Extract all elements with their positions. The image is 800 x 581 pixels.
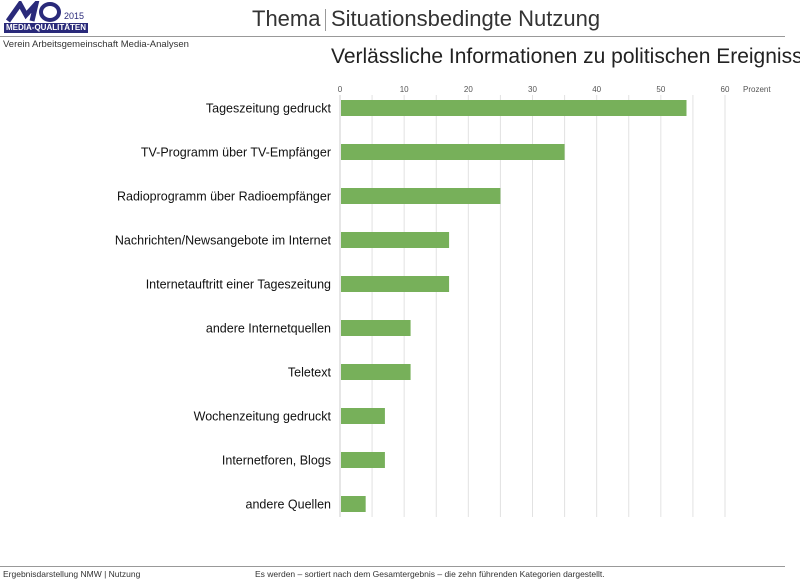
section-label: Thema [252,6,321,31]
bar [341,364,411,380]
category-label: Internetforen, Blogs [222,454,331,468]
organization: Verein Arbeitsgemeinschaft Media-Analyse… [3,39,189,50]
footer-left: Ergebnisdarstellung NMW | Nutzung [3,569,141,579]
bar [341,144,565,160]
category-label: Internetauftritt einer Tageszeitung [146,278,331,292]
bar [341,496,366,512]
category-label: andere Quellen [246,498,332,512]
category-label: andere Internetquellen [206,322,331,336]
x-tick-label: 40 [592,85,601,94]
bar [341,232,450,248]
x-tick-label: 0 [338,85,343,94]
bar [341,408,385,424]
mq-logo [5,1,61,23]
x-tick-label: 30 [528,85,537,94]
logo-banner: MEDIA-QUALITÄTEN [4,23,88,33]
x-tick-label: 10 [400,85,409,94]
bar [341,188,501,204]
category-label: Teletext [288,366,332,380]
header-separator [325,9,326,31]
logo-year: 2015 [64,11,85,21]
category-label: Radioprogramm über Radioempfänger [117,190,331,204]
category-label: Wochenzeitung gedruckt [194,410,332,424]
footer-note: Es werden – sortiert nach dem Gesamterge… [255,569,605,579]
x-axis-label: Prozent [743,85,771,94]
x-tick-label: 20 [464,85,473,94]
x-tick-label: 50 [656,85,665,94]
category-label: TV-Programm über TV-Empfänger [141,146,331,160]
x-tick-label: 60 [721,85,730,94]
chart-title: Verlässliche Informationen zu politische… [331,45,800,68]
topic-label: Situationsbedingte Nutzung [331,6,601,31]
bar [341,100,687,116]
footer-divider [0,566,785,567]
bar [341,276,450,292]
header-divider [0,36,785,37]
category-label: Tageszeitung gedruckt [206,102,332,116]
bar [341,320,411,336]
category-label: Nachrichten/Newsangebote im Internet [115,234,332,248]
bar [341,452,385,468]
